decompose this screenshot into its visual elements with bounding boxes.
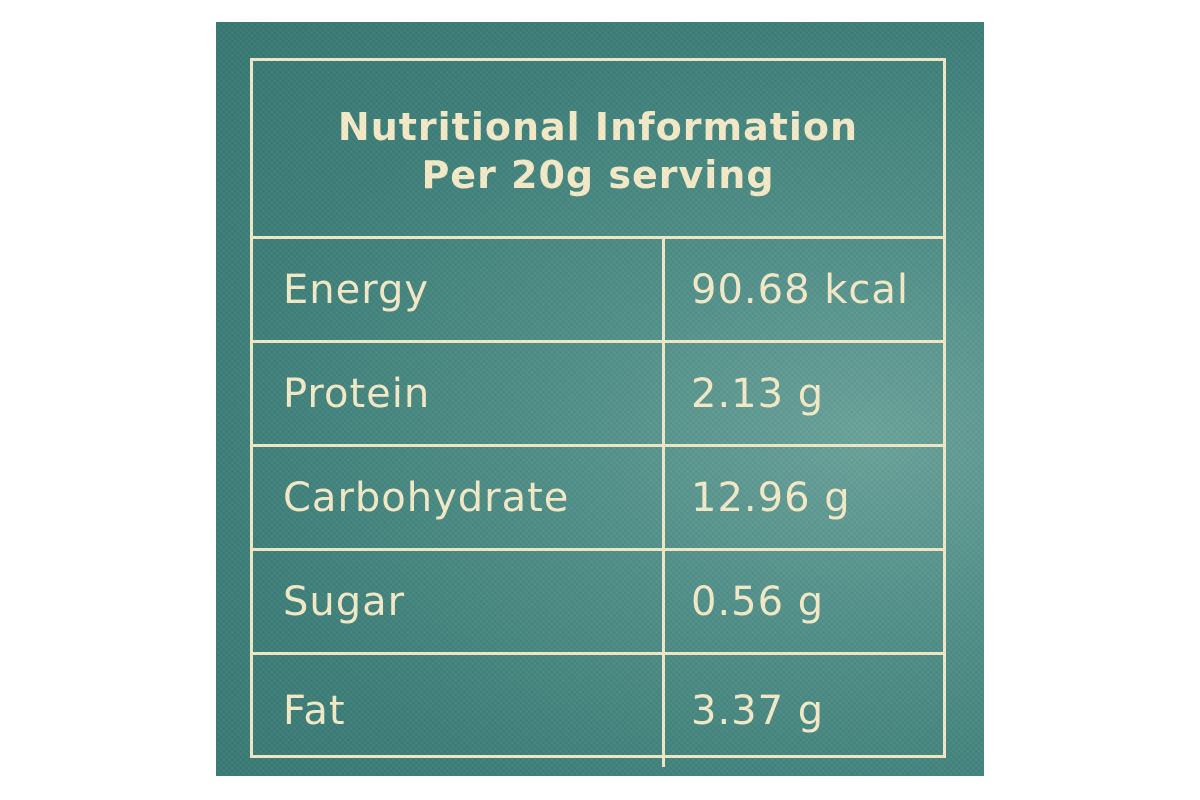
nutrition-rows: Energy 90.68 kcal Protein 2.13 g Carbohy…	[253, 239, 943, 767]
nutrition-table: Nutritional Information Per 20g serving …	[250, 58, 946, 767]
nutrient-amount: 3.37 g	[691, 688, 825, 734]
nutrient-amount: 2.13 g	[691, 370, 825, 417]
nutrient-name: Carbohydrate	[253, 447, 665, 548]
serving-size: Per 20g serving	[421, 152, 775, 197]
nutrient-amount: 0.56 g	[691, 578, 825, 625]
table-row: Sugar 0.56 g	[253, 551, 943, 655]
nutrient-amount: 12.96 g	[691, 474, 851, 521]
table-row: Carbohydrate 12.96 g	[253, 447, 943, 551]
nutrient-name: Fat	[253, 655, 665, 767]
nutrient-name: Energy	[253, 239, 665, 340]
table-row: Fat 3.37 g	[253, 655, 943, 767]
nutrition-title: Nutritional Information	[337, 104, 859, 149]
nutrient-name: Protein	[253, 343, 665, 444]
table-row: Protein 2.13 g	[253, 343, 943, 447]
nutrient-amount: 90.68 kcal	[691, 266, 910, 313]
table-row: Energy 90.68 kcal	[253, 239, 943, 343]
nutrient-name: Sugar	[253, 551, 665, 652]
package-photo: Nutritional Information Per 20g serving …	[216, 22, 984, 776]
nutrition-header: Nutritional Information Per 20g serving	[253, 61, 943, 239]
